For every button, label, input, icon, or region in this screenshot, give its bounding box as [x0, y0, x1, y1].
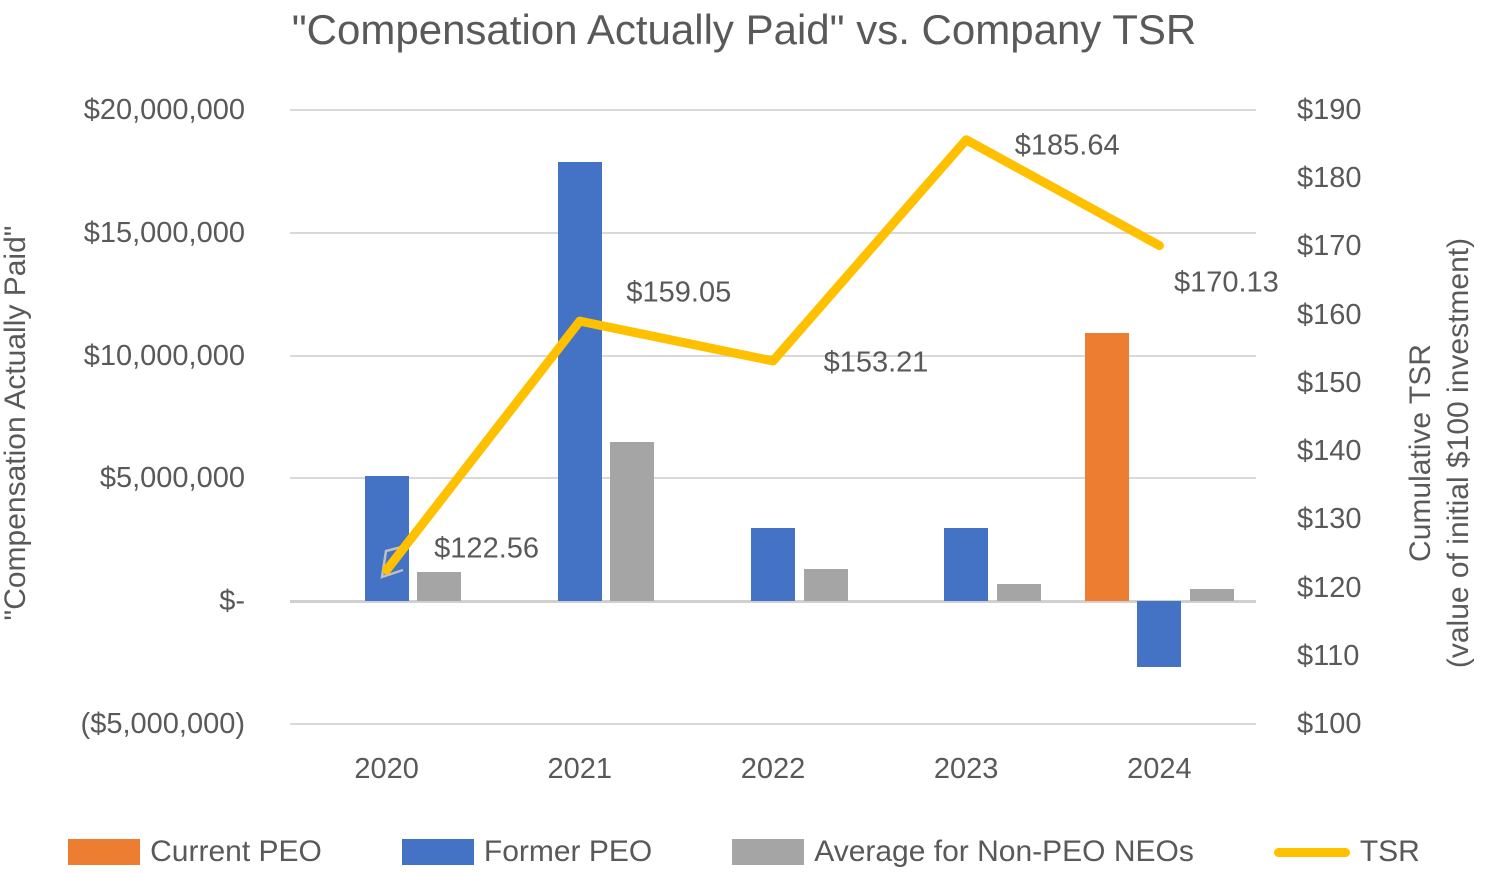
legend-item-former-peo: Former PEO: [401, 835, 653, 869]
right-axis-tick: $180: [1297, 162, 1362, 195]
gridline--: [290, 600, 1256, 604]
x-axis-label-2023: 2023: [933, 753, 999, 785]
x-axis-label-2020: 2020: [354, 753, 419, 785]
left-axis-tick: ($5,000,000): [80, 708, 245, 740]
right-axis-tick: $190: [1297, 94, 1362, 126]
bar-current-peo-2024: [1084, 333, 1129, 602]
legend-item-average-for-non-peo-neos: Average for Non-PEO NEOs: [732, 835, 1194, 869]
legend-line-swatch: [1273, 847, 1350, 857]
bar-average-for-non-peo-neos-2022: [803, 569, 848, 602]
right-axis-tick: $120: [1297, 571, 1362, 604]
left-axis-tick: $10,000,000: [83, 339, 245, 372]
gridline-15000000: [290, 231, 1256, 234]
x-axis-label-2021: 2021: [547, 753, 613, 785]
legend-label: TSR: [1359, 835, 1420, 868]
left-axis-tick: $5,000,000: [99, 462, 245, 495]
bar-former-peo-2024: [1137, 601, 1182, 668]
bar-former-peo-2020: [364, 475, 409, 602]
tsr-point-label-2024: $170.13: [1173, 266, 1279, 299]
chart-title: "Compensation Actually Paid" vs. Company…: [291, 6, 1197, 53]
x-axis-label-2024: 2024: [1127, 753, 1192, 785]
legend-label: Former PEO: [483, 835, 653, 868]
tsr-point-label-2023: $185.64: [1014, 129, 1120, 162]
right-axis-tick: $100: [1297, 708, 1362, 740]
bar-average-for-non-peo-neos-2023: [996, 584, 1041, 602]
right-axis-tick: $140: [1297, 435, 1362, 468]
bar-average-for-non-peo-neos-2021: [610, 441, 655, 602]
right-axis-tick: $130: [1297, 503, 1362, 536]
right-axis-tick: $160: [1297, 298, 1362, 331]
left-axis-tick: $20,000,000: [83, 94, 245, 126]
left-axis-tick: $15,000,000: [83, 216, 245, 249]
legend-color-swatch: [401, 839, 474, 865]
legend-item-current-peo: Current PEO: [68, 835, 322, 869]
bar-average-for-non-peo-neos-2020: [417, 571, 462, 602]
legend-label: Current PEO: [150, 835, 322, 868]
tsr-point-label-2021: $159.05: [626, 276, 732, 309]
legend-item-tsr: TSR: [1273, 835, 1420, 869]
tsr-point-label-2020: $122.56: [434, 532, 540, 565]
tsr-point-label-2022: $153.21: [823, 346, 929, 379]
bar-average-for-non-peo-neos-2024: [1189, 588, 1234, 602]
right-axis-tick: $110: [1297, 639, 1360, 672]
bar-former-peo-2021: [557, 161, 602, 602]
gridline-5000000: [290, 723, 1256, 725]
gridline-20000000: [290, 109, 1256, 111]
x-axis-label-2022: 2022: [740, 753, 806, 785]
bar-former-peo-2022: [751, 527, 795, 602]
left-axis-tick: $-: [219, 585, 245, 618]
right-axis-tick: $150: [1297, 366, 1362, 399]
left-axis-title: "Compensation Actually Paid": [0, 225, 32, 621]
legend-color-swatch: [68, 839, 141, 865]
bar-former-peo-2023: [944, 527, 989, 602]
chart-legend: Current PEO Former PEO Average for Non-PEO…: [0, 832, 1488, 872]
legend-label: Average for Non-PEO NEOs: [814, 835, 1194, 868]
legend-color-swatch: [732, 839, 805, 865]
right-axis-tick: $170: [1297, 230, 1362, 263]
